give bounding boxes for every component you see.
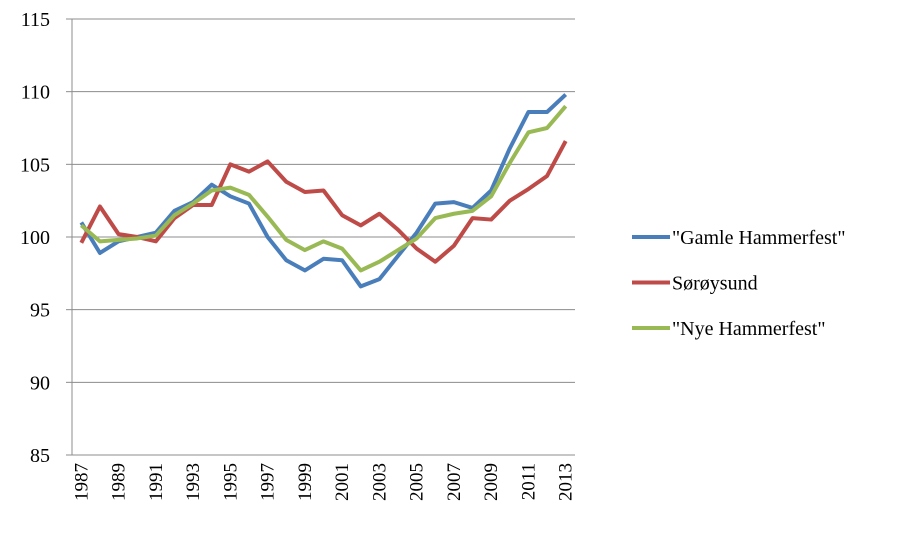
x-tick-label: 2011: [518, 463, 539, 500]
legend-label: "Gamle Hammerfest": [672, 227, 846, 249]
x-tick-label: 1987: [71, 463, 92, 501]
x-tick-label: 2007: [444, 463, 465, 501]
x-tick-label: 2005: [407, 463, 428, 501]
y-tick-label: 85: [30, 445, 50, 467]
y-tick-label: 95: [30, 300, 50, 322]
x-tick-label: 2009: [481, 463, 502, 501]
y-tick-label: 100: [20, 227, 50, 249]
x-tick-label: 1991: [146, 463, 167, 501]
y-tick-label: 110: [21, 82, 50, 104]
series-line: [79, 93, 568, 289]
legend-label: "Nye Hammerfest": [672, 318, 826, 340]
series-line: [80, 104, 568, 273]
legend-label: Sørøysund: [672, 273, 758, 295]
x-tick-label: 2013: [556, 463, 577, 501]
x-tick-label: 1989: [109, 463, 130, 501]
x-tick-label: 2003: [369, 463, 390, 501]
x-tick-label: 1993: [183, 463, 204, 501]
y-tick-label: 105: [20, 154, 50, 176]
x-tick-label: 2001: [332, 463, 353, 501]
y-tick-label: 115: [21, 9, 50, 31]
x-tick-label: 1997: [258, 463, 279, 501]
x-tick-label: 1999: [295, 463, 316, 501]
x-tick-label: 1995: [220, 463, 241, 501]
y-tick-label: 90: [30, 372, 50, 394]
series-line: [79, 140, 568, 264]
